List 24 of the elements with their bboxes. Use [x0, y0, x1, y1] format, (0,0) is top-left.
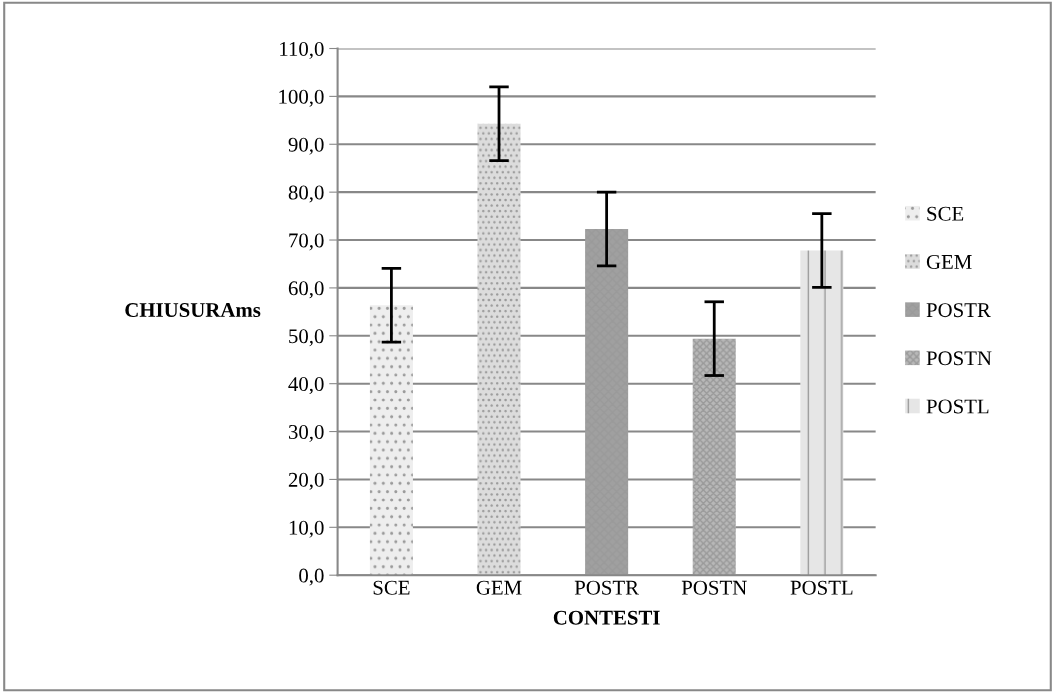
legend-label: GEM [926, 254, 972, 269]
y-tick-label: 90,0 [288, 137, 324, 155]
y-tick-label: 80,0 [288, 185, 324, 203]
x-tick-label: POSTR [574, 580, 640, 595]
y-axis-title: CHIUSURAms [125, 303, 261, 318]
y-tick-label: 60,0 [288, 281, 324, 299]
x-tick-label: SCE [373, 580, 410, 595]
x-tick-label: POSTL [790, 580, 853, 595]
y-tick-label: 30,0 [288, 424, 324, 442]
x-tick-label: GEM [476, 580, 522, 595]
y-tick-label: 70,0 [289, 233, 324, 251]
legend-label: SCE [927, 206, 964, 221]
legend-label: POSTN [926, 351, 992, 366]
legend-label: POSTR [926, 303, 991, 318]
y-tick-label: 10,0 [289, 520, 324, 538]
y-tick-label: 40,0 [288, 377, 324, 395]
y-tick-label: 0,0 [299, 568, 324, 586]
x-tick-label: POSTN [681, 580, 747, 595]
y-tick-label: 100,0 [279, 89, 324, 107]
y-tick-label: 50,0 [289, 329, 324, 347]
x-axis-title: CONTESTI [553, 610, 660, 625]
y-tick-label: 110,0 [280, 41, 324, 59]
legend-label: POSTL [926, 399, 989, 414]
y-tick-label: 20,0 [288, 472, 324, 490]
